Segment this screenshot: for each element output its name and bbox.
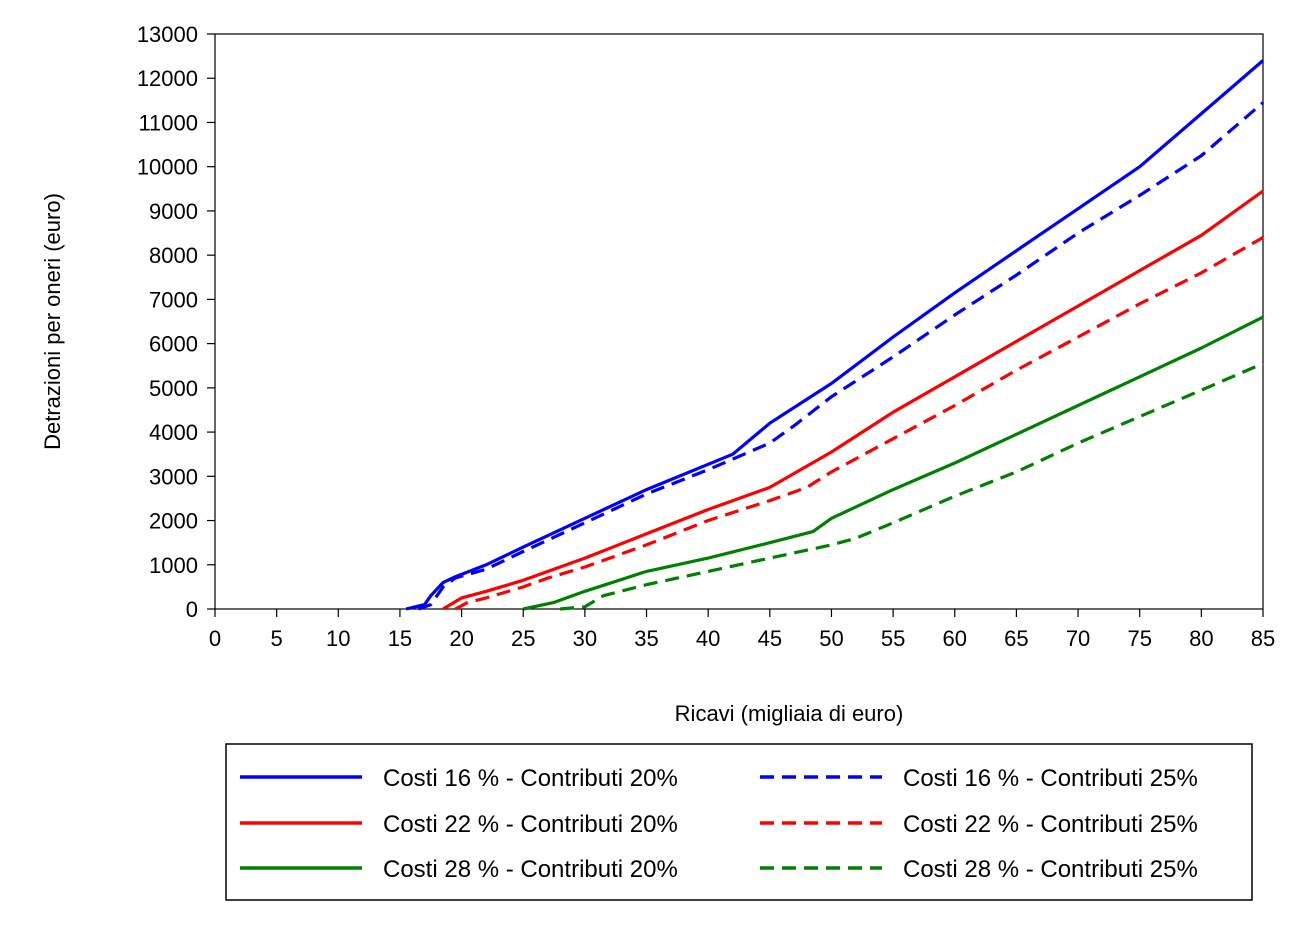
legend-label-2: Costi 22 % - Contributi 20%	[383, 811, 678, 838]
x-tick-label: 15	[388, 626, 412, 651]
x-tick-label: 70	[1066, 626, 1090, 651]
x-tick-label: 55	[881, 626, 905, 651]
x-tick-label: 30	[573, 626, 597, 651]
y-tick-label: 9000	[149, 199, 198, 224]
x-tick-label: 65	[1004, 626, 1028, 651]
x-tick-label: 45	[758, 626, 782, 651]
y-tick-label: 0	[186, 597, 198, 622]
y-tick-label: 1000	[149, 553, 198, 578]
y-axis-title: Detrazioni per oneri (euro)	[40, 193, 65, 450]
x-tick-label: 20	[449, 626, 473, 651]
x-tick-label: 85	[1251, 626, 1275, 651]
legend-label-5: Costi 28 % - Contributi 25%	[903, 856, 1198, 883]
x-tick-label: 5	[271, 626, 283, 651]
legend: Costi 16 % - Contributi 20% Costi 22 % - …	[225, 743, 1253, 901]
series-line-4	[522, 315, 1264, 611]
y-tick-label: 10000	[137, 155, 198, 180]
plot-area	[214, 33, 1264, 610]
series-lines	[405, 59, 1265, 611]
series-line-0	[405, 59, 1265, 611]
y-tick-label: 12000	[137, 66, 198, 91]
x-tick-label: 10	[326, 626, 350, 651]
x-tick-label: 40	[696, 626, 720, 651]
x-tick-label: 80	[1189, 626, 1213, 651]
y-tick-label: 6000	[149, 332, 198, 357]
y-tick-label: 8000	[149, 243, 198, 268]
legend-label-3: Costi 22 % - Contributi 25%	[903, 811, 1198, 838]
x-axis: 0 5 10 15 20 25 30 35 40 45 50 55 60 65 70 75 80 85	[209, 609, 1275, 651]
y-tick-label: 4000	[149, 420, 198, 445]
y-tick-label: 13000	[137, 22, 198, 47]
y-tick-label: 2000	[149, 509, 198, 534]
legend-box	[225, 743, 1253, 901]
x-tick-label: 35	[634, 626, 658, 651]
legend-label-4: Costi 28 % - Contributi 20%	[383, 856, 678, 883]
x-tick-label: 75	[1127, 626, 1151, 651]
y-tick-label: 11000	[138, 110, 198, 135]
legend-label-0: Costi 16 % - Contributi 20%	[383, 765, 678, 792]
series-line-1	[417, 101, 1265, 611]
series-line-3	[454, 236, 1264, 611]
x-tick-label: 25	[511, 626, 535, 651]
y-tick-label: 5000	[149, 376, 198, 401]
x-axis-title: Ricavi (migliaia di euro)	[675, 701, 904, 726]
series-line-2	[442, 189, 1264, 611]
x-tick-label: 0	[209, 626, 221, 651]
x-tick-label: 50	[819, 626, 843, 651]
legend-label-1: Costi 16 % - Contributi 25%	[903, 765, 1198, 792]
y-tick-label: 7000	[149, 287, 198, 312]
x-tick-label: 60	[943, 626, 967, 651]
y-axis: 0 1000 2000 3000 4000 5000 6000 7000 8000 9000 100…	[137, 22, 215, 622]
plot-border	[214, 33, 1264, 610]
y-tick-label: 3000	[149, 464, 198, 489]
